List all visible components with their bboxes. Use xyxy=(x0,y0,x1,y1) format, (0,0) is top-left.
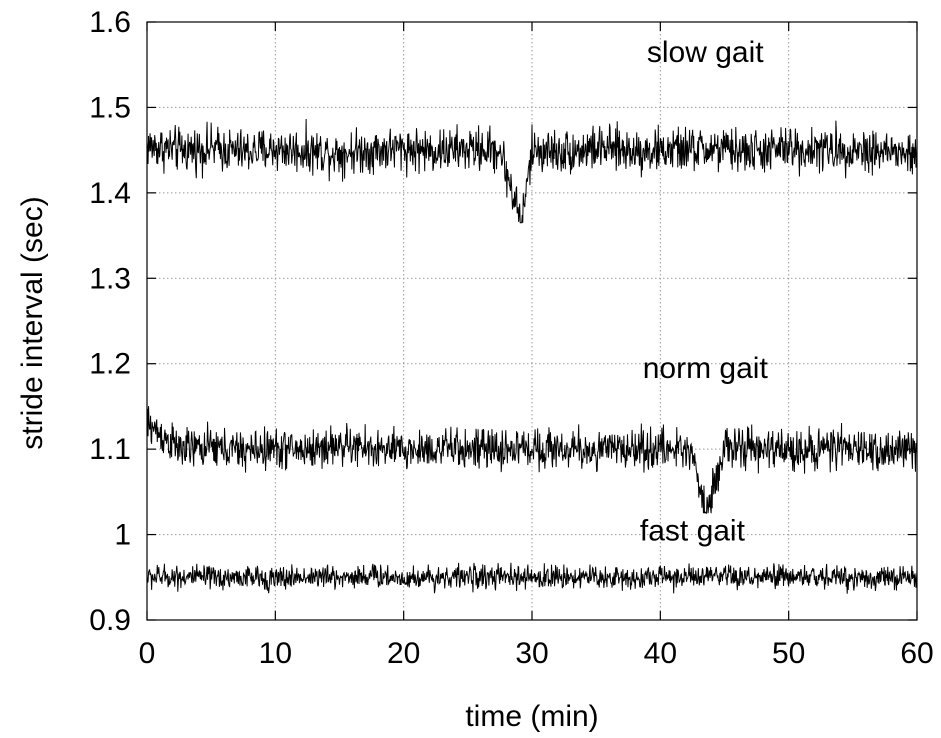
y-tick-label: 1.6 xyxy=(89,6,131,39)
annotation-norm-gait: norm gait xyxy=(643,352,769,385)
x-tick-label: 30 xyxy=(515,637,548,670)
tick-labels: 0 10 20 30 40 50 60 0.9 1 1.1 1.2 1.3 1.4 1.5 1.6 xyxy=(89,6,933,670)
y-tick-label: 1 xyxy=(114,519,131,552)
axis-ticks xyxy=(146,21,918,621)
x-tick-label: 0 xyxy=(139,637,156,670)
series-line-fast-gait xyxy=(146,562,918,594)
y-tick-label: 1.4 xyxy=(89,177,131,210)
series-line-slow-gait xyxy=(146,119,918,224)
annotations: slow gait norm gait fast gait xyxy=(640,36,769,547)
annotation-fast-gait: fast gait xyxy=(640,514,746,547)
x-tick-label: 40 xyxy=(644,637,677,670)
series-group xyxy=(146,119,918,594)
x-tick-label: 20 xyxy=(387,637,420,670)
series-line-norm-gait xyxy=(146,406,918,514)
x-axis-label: time (min) xyxy=(465,700,598,733)
x-tick-label: 60 xyxy=(900,637,933,670)
y-tick-label: 1.1 xyxy=(89,433,131,466)
annotation-slow-gait: slow gait xyxy=(647,36,764,69)
y-axis-label: stride interval (sec) xyxy=(16,196,49,449)
y-tick-label: 1.3 xyxy=(89,262,131,295)
x-tick-label: 10 xyxy=(259,637,292,670)
y-tick-label: 1.2 xyxy=(89,348,131,381)
x-tick-label: 50 xyxy=(772,637,805,670)
y-tick-label: 1.5 xyxy=(89,91,131,124)
y-tick-label: 0.9 xyxy=(89,604,131,637)
